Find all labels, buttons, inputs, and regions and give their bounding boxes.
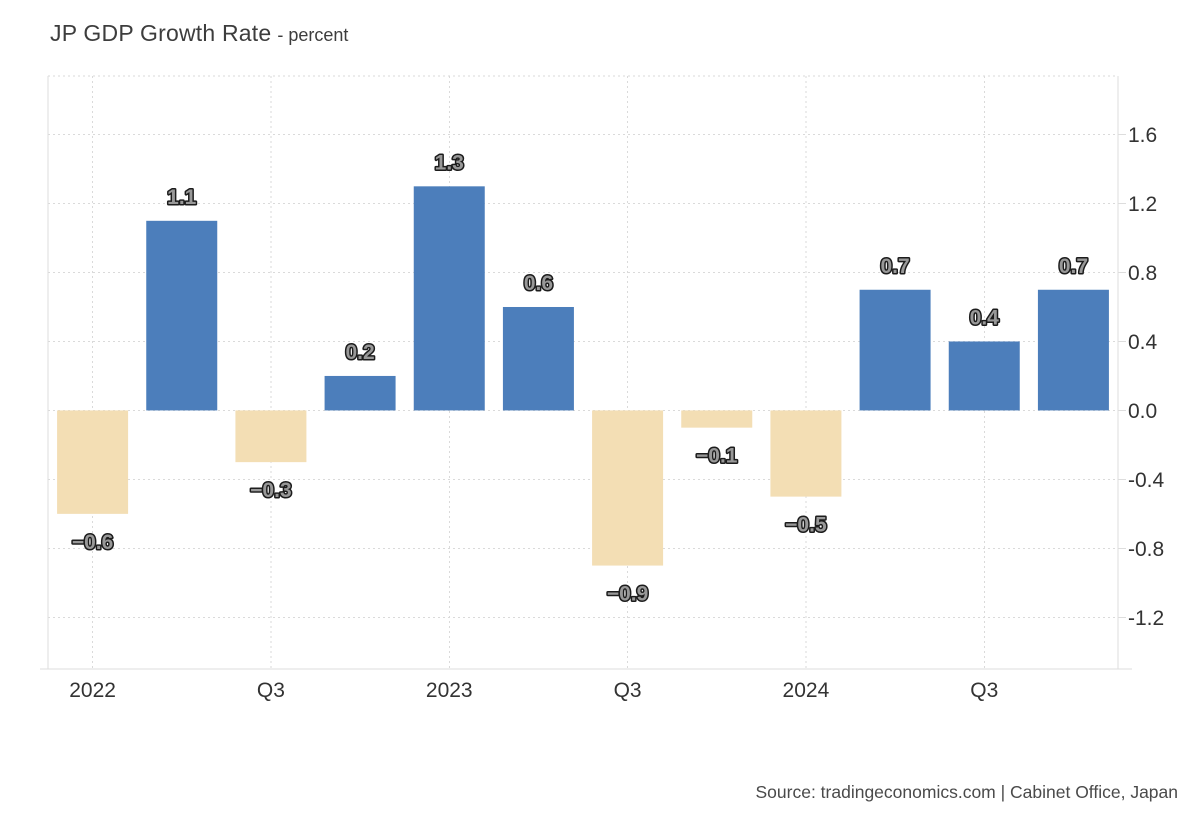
y-axis-label: 0.8: [1128, 262, 1157, 285]
chart-subtitle: - percent: [277, 25, 349, 45]
y-axis-label: 0.0: [1128, 400, 1157, 423]
bar-q4-3[interactable]: [324, 375, 396, 411]
bar-value-label: 1.3: [435, 151, 464, 174]
bar-value-label: 0.7: [880, 255, 909, 278]
bar-value-label: 0.7: [1059, 255, 1088, 278]
bar-q2-1[interactable]: [146, 220, 218, 411]
y-axis-label: 1.6: [1128, 124, 1157, 147]
chart-header: JP GDP Growth Rate - percent: [50, 20, 348, 47]
x-axis-label: Q3: [614, 679, 642, 702]
x-axis-label: 2022: [69, 679, 116, 702]
y-axis-label: -1.2: [1128, 607, 1164, 630]
y-axis-label: -0.4: [1128, 469, 1165, 492]
bar-2022-0[interactable]: [57, 410, 129, 514]
bar-value-label: 0.4: [970, 306, 1000, 329]
bar-q3-2[interactable]: [235, 410, 307, 463]
bar-q3-10[interactable]: [948, 341, 1020, 411]
y-axis-label: -0.8: [1128, 538, 1164, 561]
y-axis-label: 0.4: [1128, 331, 1158, 354]
bar-q2-9[interactable]: [859, 289, 931, 411]
bar-value-label: −0.1: [696, 445, 738, 468]
bar-q2-5[interactable]: [502, 306, 574, 411]
bar-value-label: 1.1: [167, 186, 197, 209]
bar-q4-7[interactable]: [681, 410, 753, 428]
bar-value-label: 0.6: [524, 272, 553, 295]
chart-title: JP GDP Growth Rate: [50, 20, 272, 46]
y-axis-label: 1.2: [1128, 193, 1157, 216]
bar-q4-11[interactable]: [1037, 289, 1109, 411]
bar-value-label: −0.9: [607, 583, 648, 606]
bar-value-label: −0.6: [72, 531, 113, 554]
x-axis-label: 2024: [783, 679, 830, 702]
bar-2024-8[interactable]: [770, 410, 842, 497]
x-axis-label: Q3: [257, 679, 285, 702]
bar-q3-6[interactable]: [592, 410, 664, 566]
bar-value-label: 0.2: [345, 341, 374, 364]
x-axis-label: 2023: [426, 679, 473, 702]
bar-value-label: −0.5: [785, 514, 827, 537]
bar-value-label: −0.3: [250, 479, 291, 502]
bar-2023-4[interactable]: [413, 186, 485, 411]
x-axis-label: Q3: [970, 679, 998, 702]
source-attribution: Source: tradingeconomics.com | Cabinet O…: [755, 782, 1179, 802]
